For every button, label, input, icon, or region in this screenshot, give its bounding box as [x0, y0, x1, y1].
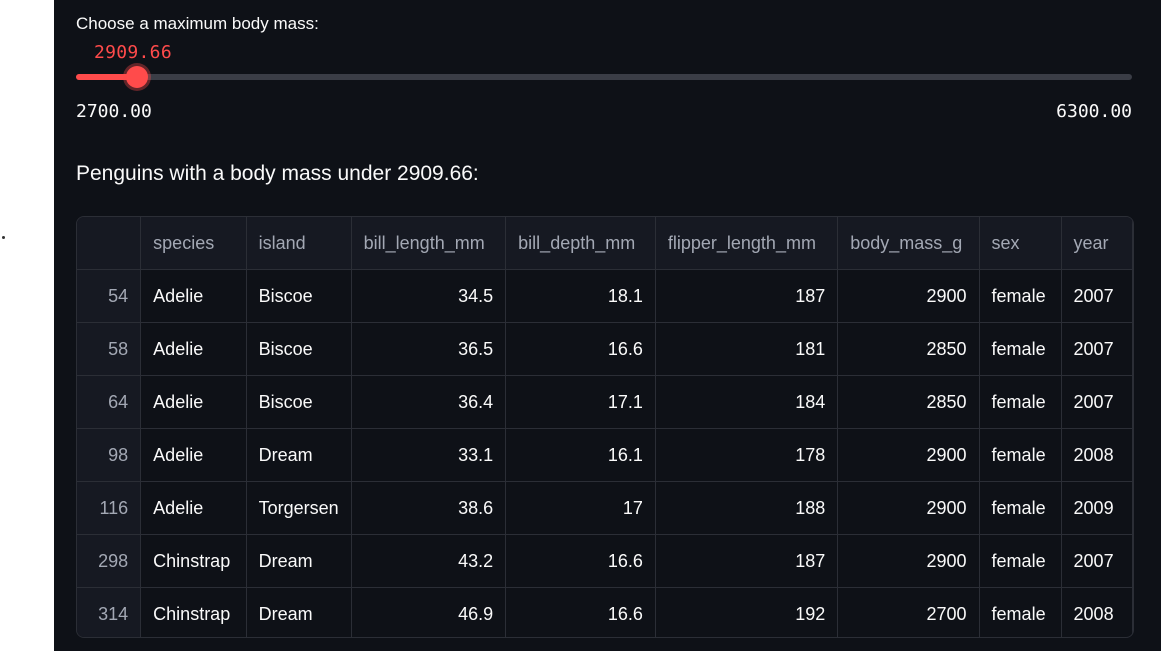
table-cell[interactable]: 16.1	[506, 429, 656, 482]
table-cell[interactable]: female	[979, 535, 1061, 588]
column-header-year[interactable]: year	[1061, 217, 1132, 270]
column-header-sex[interactable]: sex	[979, 217, 1061, 270]
table-cell[interactable]: 187	[655, 270, 837, 323]
table-cell[interactable]: 2900	[838, 535, 979, 588]
column-header-flipper-length-mm[interactable]: flipper_length_mm	[655, 217, 837, 270]
column-header-bill-depth-mm[interactable]: bill_depth_mm	[506, 217, 656, 270]
table-cell[interactable]: female	[979, 429, 1061, 482]
table-cell[interactable]: 2007	[1061, 270, 1132, 323]
table-cell[interactable]: 17.1	[506, 376, 656, 429]
app-main: Choose a maximum body mass: 2909.66 2700…	[54, 0, 1161, 651]
table-cell[interactable]: 187	[655, 535, 837, 588]
table-cell[interactable]: 2008	[1061, 429, 1132, 482]
slider-current-value: 2909.66	[94, 42, 172, 63]
table-cell[interactable]: 2007	[1061, 535, 1132, 588]
table-cell[interactable]: 181	[655, 323, 837, 376]
table-row: 298 Chinstrap Dream 43.2 16.6 187 2900 female 20…	[77, 535, 1133, 588]
table-header-row: species island bill_length_mm bill_depth_mm…	[77, 217, 1133, 270]
table-cell[interactable]: Dream	[246, 429, 351, 482]
table-row: 98 Adelie Dream 33.1 16.1 178 2900 female 2008	[77, 429, 1133, 482]
table-cell[interactable]: Biscoe	[246, 376, 351, 429]
table-cell[interactable]: 34.5	[351, 270, 506, 323]
table-cell[interactable]: 2900	[838, 270, 979, 323]
table-cell[interactable]: 2900	[838, 429, 979, 482]
table-cell[interactable]: Biscoe	[246, 323, 351, 376]
table-cell[interactable]: Adelie	[141, 429, 246, 482]
table-row: 54 Adelie Biscoe 34.5 18.1 187 2900 female 2007	[77, 270, 1133, 323]
row-index-cell[interactable]: 116	[77, 482, 141, 535]
table-cell[interactable]: 38.6	[351, 482, 506, 535]
row-index-cell[interactable]: 98	[77, 429, 141, 482]
table-cell[interactable]: 188	[655, 482, 837, 535]
table-cell[interactable]: Torgersen	[246, 482, 351, 535]
slider-label: Choose a maximum body mass:	[76, 14, 319, 34]
table-row: 58 Adelie Biscoe 36.5 16.6 181 2850 female 2007	[77, 323, 1133, 376]
table-cell[interactable]: 178	[655, 429, 837, 482]
table-cell[interactable]: 36.5	[351, 323, 506, 376]
table-cell[interactable]: female	[979, 323, 1061, 376]
slider-max-label: 6300.00	[1056, 101, 1132, 122]
table-heading: Penguins with a body mass under 2909.66:	[76, 162, 479, 186]
table-cell[interactable]: 2850	[838, 323, 979, 376]
slider-track[interactable]	[76, 74, 1132, 80]
column-header-body-mass-g[interactable]: body_mass_g	[838, 217, 979, 270]
table-cell[interactable]: 17	[506, 482, 656, 535]
table-index-header[interactable]	[77, 217, 141, 270]
table-cell[interactable]: 2700	[838, 588, 979, 639]
table-cell[interactable]: 16.6	[506, 588, 656, 639]
row-index-cell[interactable]: 298	[77, 535, 141, 588]
row-index-cell[interactable]: 54	[77, 270, 141, 323]
bullet-dot	[2, 236, 5, 239]
table-cell[interactable]: Chinstrap	[141, 588, 246, 639]
table-cell[interactable]: female	[979, 270, 1061, 323]
page-margin	[0, 0, 54, 651]
table-cell[interactable]: female	[979, 482, 1061, 535]
table-cell[interactable]: Dream	[246, 535, 351, 588]
table-cell[interactable]: Chinstrap	[141, 535, 246, 588]
table-cell[interactable]: Biscoe	[246, 270, 351, 323]
dataframe-table: species island bill_length_mm bill_depth_mm…	[77, 217, 1133, 638]
table-cell[interactable]: Adelie	[141, 376, 246, 429]
table-cell[interactable]: female	[979, 588, 1061, 639]
table-cell[interactable]: Adelie	[141, 482, 246, 535]
table-cell[interactable]: 46.9	[351, 588, 506, 639]
column-header-species[interactable]: species	[141, 217, 246, 270]
column-header-island[interactable]: island	[246, 217, 351, 270]
table-cell[interactable]: 18.1	[506, 270, 656, 323]
table-cell[interactable]: 192	[655, 588, 837, 639]
table-row: 314 Chinstrap Dream 46.9 16.6 192 2700 female 20…	[77, 588, 1133, 639]
table-cell[interactable]: 2900	[838, 482, 979, 535]
row-index-cell[interactable]: 58	[77, 323, 141, 376]
table-cell[interactable]: 2008	[1061, 588, 1132, 639]
table-cell[interactable]: 184	[655, 376, 837, 429]
table-cell[interactable]: 33.1	[351, 429, 506, 482]
table-cell[interactable]: 2007	[1061, 376, 1132, 429]
table-row: 64 Adelie Biscoe 36.4 17.1 184 2850 female 2007	[77, 376, 1133, 429]
dataframe[interactable]: species island bill_length_mm bill_depth_mm…	[76, 216, 1134, 638]
table-cell[interactable]: female	[979, 376, 1061, 429]
table-cell[interactable]: 16.6	[506, 323, 656, 376]
table-row: 116 Adelie Torgersen 38.6 17 188 2900 female 200…	[77, 482, 1133, 535]
table-cell[interactable]: 2009	[1061, 482, 1132, 535]
table-cell[interactable]: 2850	[838, 376, 979, 429]
table-cell[interactable]: 16.6	[506, 535, 656, 588]
table-cell[interactable]: 2007	[1061, 323, 1132, 376]
slider-thumb[interactable]	[126, 66, 148, 88]
table-cell[interactable]: 43.2	[351, 535, 506, 588]
table-cell[interactable]: Dream	[246, 588, 351, 639]
slider-min-label: 2700.00	[76, 101, 152, 122]
row-index-cell[interactable]: 314	[77, 588, 141, 639]
column-header-bill-length-mm[interactable]: bill_length_mm	[351, 217, 506, 270]
table-cell[interactable]: Adelie	[141, 270, 246, 323]
row-index-cell[interactable]: 64	[77, 376, 141, 429]
table-cell[interactable]: Adelie	[141, 323, 246, 376]
table-cell[interactable]: 36.4	[351, 376, 506, 429]
